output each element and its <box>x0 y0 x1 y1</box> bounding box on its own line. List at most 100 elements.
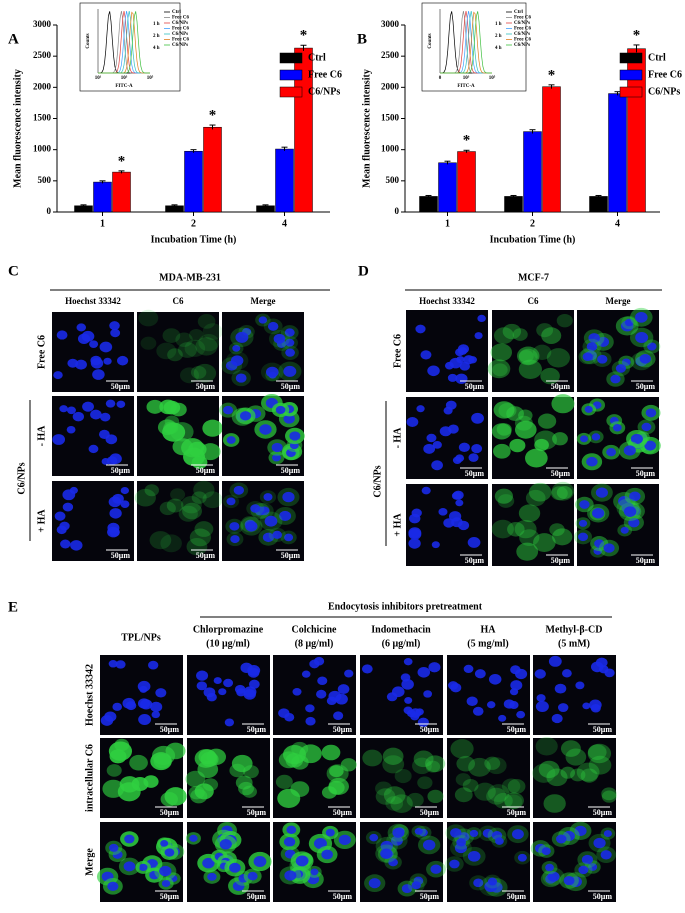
nucleus <box>151 710 161 719</box>
column-label: Hoechst 33342 <box>419 296 475 306</box>
error-bar <box>548 84 555 89</box>
nucleus <box>206 692 217 702</box>
cell-body <box>129 754 148 771</box>
scale-bar-label: 50μm <box>593 808 613 817</box>
nucleus <box>428 662 441 673</box>
row-label: Free C6 <box>36 335 47 369</box>
y-tick-label: 2000 <box>381 81 400 91</box>
nucleus <box>109 508 122 519</box>
nucleus <box>196 681 208 691</box>
nucleus <box>66 425 76 434</box>
nucleus <box>426 433 437 443</box>
nucleus <box>230 355 244 366</box>
scale-bar-label: 50μm <box>420 892 440 901</box>
nucleus <box>123 861 136 872</box>
nucleus <box>406 709 416 718</box>
column-label: HA <box>481 624 497 635</box>
micrograph: 50μm <box>530 821 617 902</box>
micrograph: 50μm <box>52 396 134 476</box>
column-label: (5 mg/ml) <box>467 638 508 649</box>
cell-body <box>490 343 513 362</box>
nucleus <box>75 359 87 370</box>
nucleus <box>59 405 68 413</box>
nucleus <box>406 416 419 428</box>
cell-body <box>588 755 612 775</box>
y-tick-label: 2500 <box>381 50 400 60</box>
y-tick-label: 0 <box>47 206 52 216</box>
nucleus <box>103 357 112 365</box>
scale-bar-label: 50μm <box>111 466 131 475</box>
cell-body <box>507 521 525 537</box>
nucleus <box>361 664 373 674</box>
micrograph: 50μm <box>273 738 357 818</box>
nucleus <box>431 541 440 549</box>
nucleus <box>392 827 405 838</box>
nucleus <box>115 660 126 669</box>
error-bar <box>262 204 269 207</box>
nucleus <box>344 669 354 678</box>
nucleus <box>333 711 344 720</box>
nucleus <box>62 502 74 512</box>
cell-body <box>504 792 524 809</box>
micrograph-bg <box>492 310 574 392</box>
cell-body <box>518 504 541 523</box>
cell-body <box>450 739 474 759</box>
nucleus <box>264 515 278 527</box>
nucleus <box>474 669 486 679</box>
nucleus <box>391 686 405 698</box>
inset-tick-label: 10⁵ <box>147 75 154 81</box>
nucleus <box>467 850 481 862</box>
legend-label: Free C6 <box>648 69 682 80</box>
column-label: Hoechst 33342 <box>65 296 121 306</box>
bar <box>438 162 457 213</box>
cell-body <box>425 755 446 773</box>
group-label: C6/NPs <box>372 465 383 497</box>
nucleus <box>305 716 316 726</box>
nucleus <box>423 443 436 454</box>
cell-body <box>487 359 511 379</box>
group-label: C6/NPs <box>16 462 27 494</box>
nucleus <box>110 328 121 338</box>
cell-body <box>285 753 304 768</box>
bar <box>184 150 203 213</box>
cell-body <box>551 481 575 501</box>
scale-bar-label: 50μm <box>196 466 216 475</box>
cell-body <box>162 422 186 442</box>
nucleus <box>603 830 612 838</box>
cell-body <box>487 784 510 803</box>
cell-body <box>340 758 357 772</box>
cell-body <box>194 749 218 768</box>
legend-swatch <box>279 69 303 81</box>
row-label: + HA <box>392 513 403 537</box>
nucleus <box>164 848 175 857</box>
nucleus <box>431 460 443 471</box>
nucleus <box>635 311 648 323</box>
inset-tick-label: 10³ <box>121 75 128 81</box>
micrograph: 50μm <box>96 822 185 902</box>
column-label: (6 μg/ml) <box>382 638 421 649</box>
nucleus <box>408 538 421 549</box>
y-tick-label: 3000 <box>33 19 52 29</box>
significance: * <box>633 27 641 43</box>
cell-body <box>362 749 383 767</box>
cell-body <box>186 537 208 556</box>
nucleus <box>409 513 421 524</box>
nucleus <box>515 668 528 680</box>
bar <box>504 196 523 213</box>
cell-body <box>525 448 548 468</box>
nucleus <box>243 689 256 700</box>
cell-body <box>543 794 566 813</box>
nucleus <box>534 669 546 679</box>
inset-x-label: FITC-A <box>115 84 133 89</box>
x-tick-label: 2 <box>530 218 535 229</box>
nucleus <box>108 659 118 668</box>
column-label: Indomethacin <box>371 624 431 635</box>
nucleus <box>226 497 236 506</box>
legend-label: Ctrl <box>648 52 666 63</box>
scale-bar-label: 50μm <box>465 556 485 565</box>
cell-body <box>193 480 215 499</box>
micrograph-bg <box>360 738 443 818</box>
nucleus <box>580 435 589 443</box>
cell-body <box>560 740 581 757</box>
scale-bar-label: 50μm <box>507 808 527 817</box>
